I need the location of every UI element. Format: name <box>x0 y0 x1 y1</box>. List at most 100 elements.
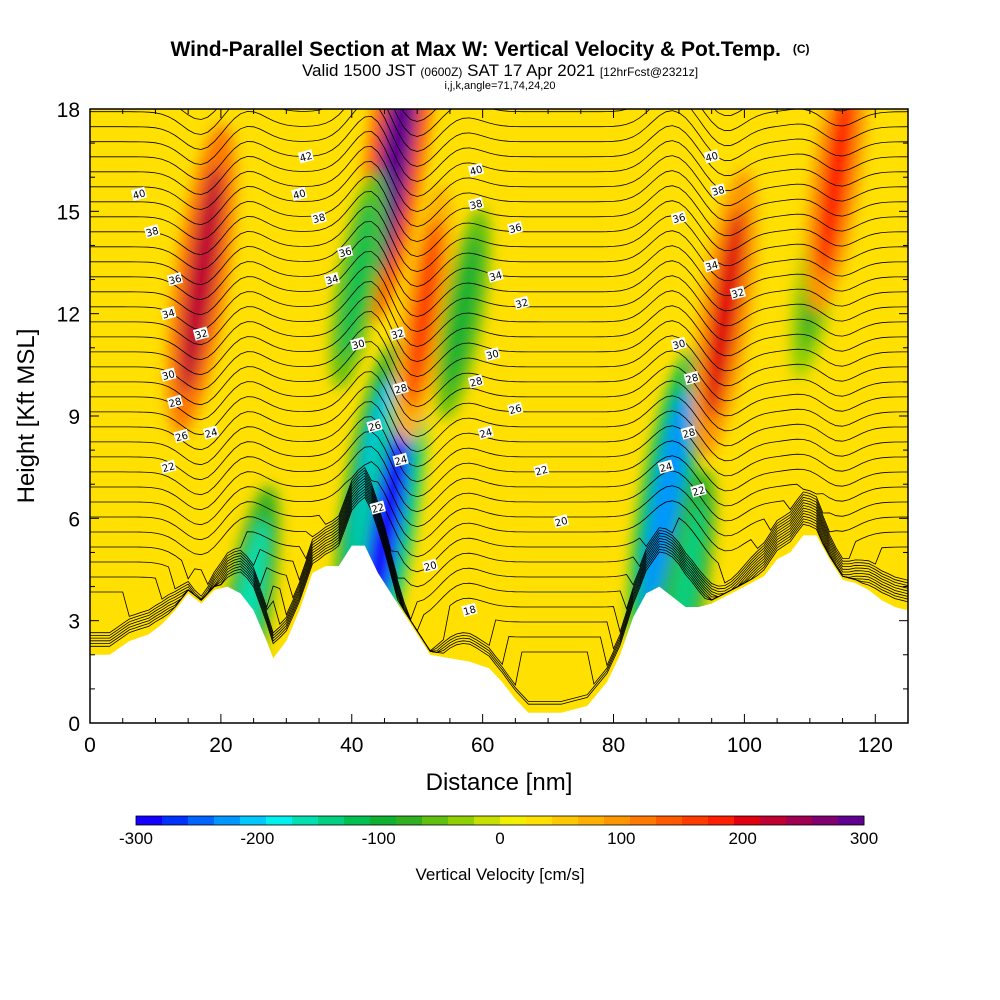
colorbar-swatch-25 <box>786 816 813 825</box>
colorbar-swatch-4 <box>240 816 267 825</box>
colorbar-swatch-15 <box>526 816 553 825</box>
colorbar-tick-2: -100 <box>362 829 396 848</box>
theta-contour-21 <box>90 326 908 393</box>
theta-label-16: 34 <box>703 258 720 274</box>
y-tick-label-6: 18 <box>57 99 80 122</box>
theta-label-text: 34 <box>161 308 176 322</box>
colorbar-swatch-26 <box>812 816 839 825</box>
theta-label-5: 38 <box>143 224 161 240</box>
theta-label-text: 24 <box>204 427 219 441</box>
theta-label-13: 34 <box>160 306 177 322</box>
y-tick-label-2: 6 <box>68 508 80 531</box>
theta-contour-7 <box>90 477 908 621</box>
theta-contour-18 <box>90 371 908 438</box>
theta-label-text: 40 <box>132 188 147 202</box>
colorbar-swatch-9 <box>370 816 397 825</box>
w-core-5 <box>340 198 377 361</box>
theta-label-29: 26 <box>366 418 383 434</box>
theta-label-21: 30 <box>160 367 177 383</box>
theta-contour-0 <box>90 496 908 705</box>
colorbar-swatch-1 <box>162 816 189 825</box>
theta-label-text: 18 <box>462 604 477 618</box>
theta-label-text: 28 <box>685 373 700 387</box>
theta-label-text: 28 <box>393 383 408 397</box>
theta-contour-17 <box>90 386 908 453</box>
theta-label-text: 20 <box>554 516 569 530</box>
theta-label-text: 24 <box>479 427 494 441</box>
theta-contour-6 <box>90 480 908 632</box>
theta-contour-29 <box>90 206 908 273</box>
colorbar-swatch-13 <box>474 816 501 825</box>
theta-label-2: 40 <box>291 186 308 202</box>
colorbar-swatch-20 <box>656 816 683 825</box>
theta-label-text: 36 <box>508 222 523 236</box>
theta-label-10: 36 <box>336 244 354 260</box>
w-core-12 <box>817 109 855 279</box>
axis-ticks <box>89 108 909 724</box>
theta-contour-11 <box>90 466 908 543</box>
theta-contour-32 <box>90 161 908 228</box>
theta-contour-26 <box>90 251 908 318</box>
theta-label-text: 32 <box>731 287 746 301</box>
x-tick-label-0: 0 <box>84 734 96 757</box>
theta-contour-5 <box>90 483 908 652</box>
theta-label-text: 36 <box>338 246 353 260</box>
theta-label-text: 28 <box>168 396 183 410</box>
title-mark: (C) <box>793 42 810 56</box>
theta-label-text: 24 <box>659 461 674 475</box>
theta-label-text: 26 <box>508 403 523 417</box>
x-tick-label-1: 20 <box>209 734 232 757</box>
colorbar <box>135 815 865 826</box>
y-tick-labels: 0 3 6 9 12 15 18 <box>57 99 80 736</box>
theta-contour-8 <box>90 475 908 597</box>
x-tick-labels: 0 20 40 60 80 100 120 <box>84 734 893 757</box>
theta-label-text: 20 <box>423 560 438 574</box>
theta-label-26: 28 <box>392 381 409 397</box>
theta-contour-37 <box>90 109 908 152</box>
plot-area: 42 40 40 40 40 38 38 38 38 36 36 36 36 34 34 34 34 32 32 32… <box>90 109 908 723</box>
w-core-6 <box>405 218 442 410</box>
colorbar-tick-0: -300 <box>119 829 153 848</box>
theta-label-17: 32 <box>192 326 210 342</box>
theta-label-text: 28 <box>681 427 696 441</box>
colorbar-tick-5: 200 <box>728 829 756 848</box>
w-core-10 <box>705 207 745 421</box>
colorbar-label: Vertical Velocity [cm/s] <box>415 865 584 884</box>
theta-label-43: 18 <box>461 602 478 618</box>
theta-contour-13 <box>90 446 908 513</box>
colorbar-swatch-17 <box>578 816 605 825</box>
theta-label-31: 26 <box>173 428 190 444</box>
theta-contour-38 <box>90 109 908 137</box>
theta-label-text: 22 <box>691 485 706 499</box>
theta-label-3: 40 <box>467 162 485 178</box>
theta-contour-31 <box>90 176 908 243</box>
theta-contour-34 <box>90 130 908 197</box>
theta-label-text: 30 <box>672 338 687 352</box>
theta-contour-30 <box>90 191 908 258</box>
theta-contour-19 <box>90 356 908 423</box>
colorbar-swatch-14 <box>500 816 527 825</box>
theta-label-text: 38 <box>469 199 484 213</box>
theta-label-text: 30 <box>485 349 500 363</box>
theta-label-12: 36 <box>670 210 688 226</box>
x-tick-label-4: 80 <box>602 734 625 757</box>
theta-label-8: 38 <box>709 183 727 199</box>
theta-label-1: 40 <box>130 186 148 202</box>
theta-label-text: 30 <box>351 338 366 352</box>
theta-label-text: 36 <box>672 212 687 226</box>
theta-contour-33 <box>90 145 908 213</box>
colorbar-swatch-24 <box>760 816 787 825</box>
colorbar-tick-4: 100 <box>607 829 635 848</box>
theta-contour-12 <box>90 461 908 528</box>
theta-label-25: 28 <box>166 394 184 410</box>
theta-contour-35 <box>90 115 908 182</box>
theta-label-18: 32 <box>389 326 406 342</box>
theta-label-19: 32 <box>513 295 530 311</box>
y-tick-label-5: 15 <box>57 201 80 224</box>
colorbar-frame <box>135 815 865 826</box>
theta-label-text: 34 <box>704 260 719 274</box>
theta-contour-25 <box>90 266 908 333</box>
theta-label-text: 32 <box>390 328 405 342</box>
theta-label-0: 42 <box>297 149 315 165</box>
colorbar-swatch-0 <box>136 816 163 825</box>
